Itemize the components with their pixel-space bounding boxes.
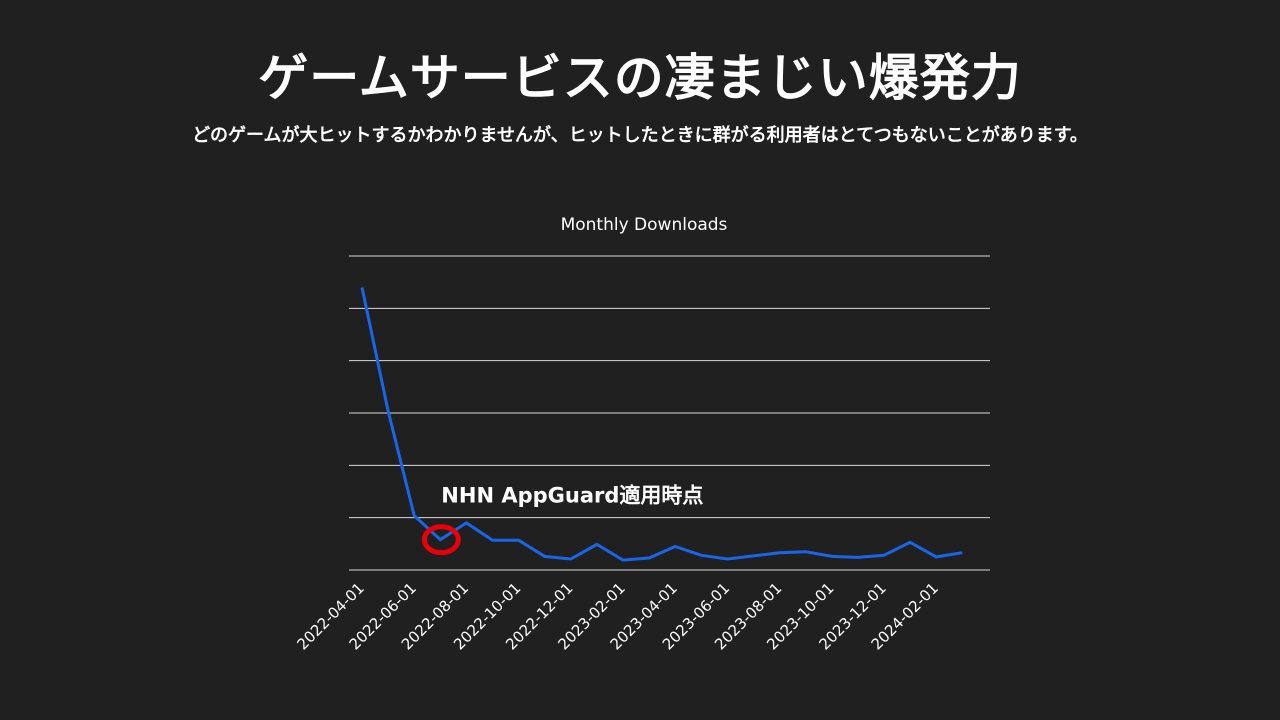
gridlines xyxy=(349,255,990,571)
x-tick-labels: 2022-04-012022-06-012022-08-012022-10-01… xyxy=(293,579,942,653)
annotation-layer: NHN AppGuard適用時点 xyxy=(421,484,703,556)
annotation-label: NHN AppGuard適用時点 xyxy=(441,484,703,508)
series-layer xyxy=(360,287,963,562)
slide-title: ゲームサービスの凄まじい爆発力 xyxy=(258,49,1022,107)
chart-title: Monthly Downloads xyxy=(561,215,728,235)
annotation-marker xyxy=(421,524,461,556)
slide-subtitle: どのゲームが大ヒットするかわかりませんが、ヒットしたときに群がる利用者はとてつも… xyxy=(192,125,1088,146)
series-line xyxy=(360,287,963,562)
